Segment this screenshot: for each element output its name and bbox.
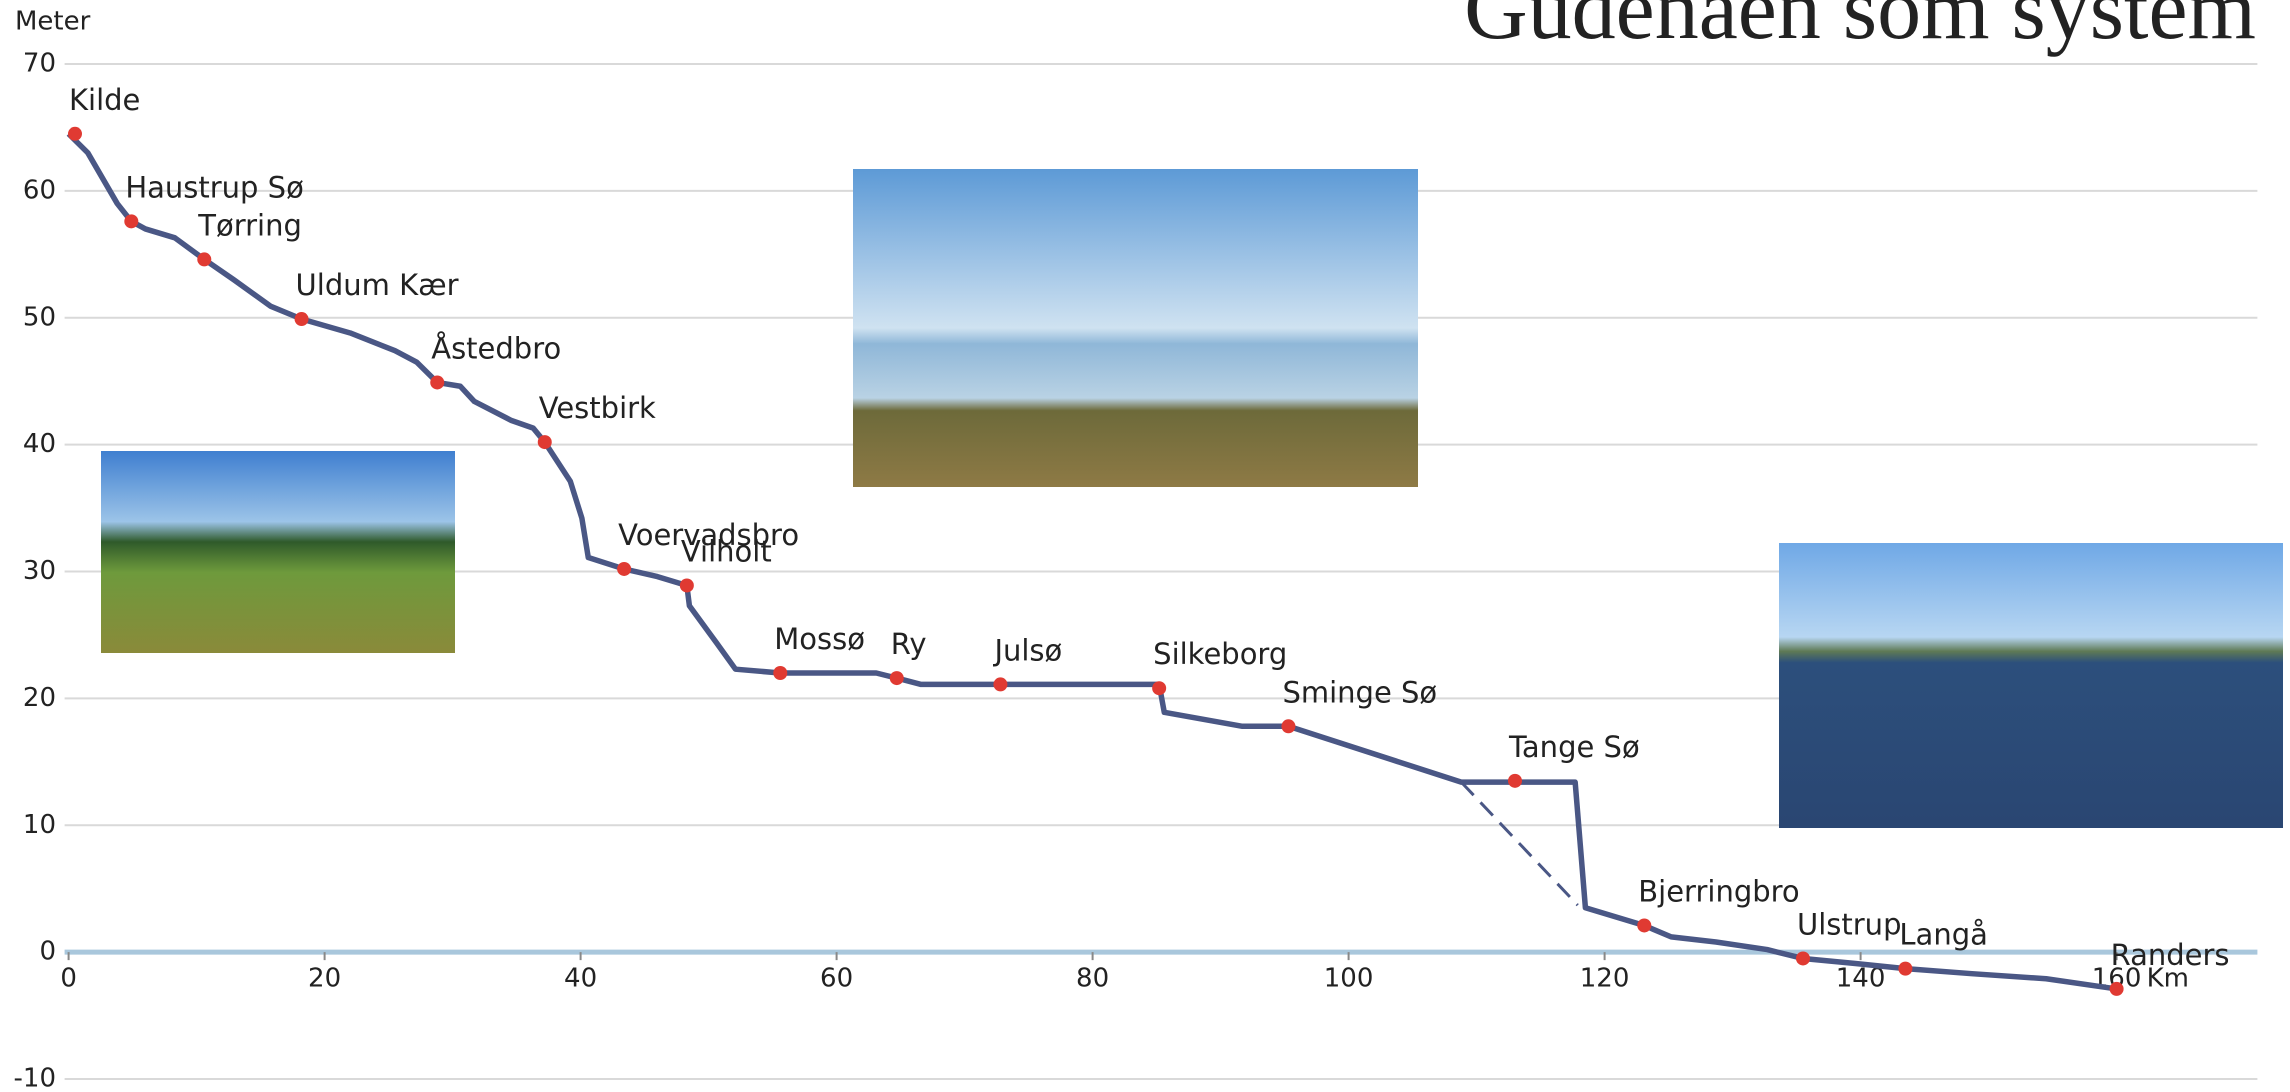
station-dot (1281, 719, 1295, 733)
station-label: Kilde (69, 83, 140, 117)
station-label: Langå (1899, 918, 1988, 952)
station-dot (680, 578, 694, 592)
station-dot (617, 562, 631, 576)
station-label: Åstedbro (431, 331, 561, 365)
photo (101, 451, 455, 653)
station-dot (1152, 681, 1166, 695)
station-label: Vestbirk (539, 391, 656, 425)
y-tick-label: 70 (23, 49, 56, 79)
station-dot (197, 252, 211, 266)
chart-title: Gudenåen som system (1464, 0, 2256, 58)
x-tick-label: 20 (308, 964, 341, 994)
station-dot (124, 214, 138, 228)
x-tick-label: 120 (1580, 964, 1630, 994)
y-tick-label: -10 (14, 1064, 56, 1092)
x-tick-label: 80 (1076, 964, 1109, 994)
station-label: Julsø (992, 633, 1062, 667)
station-label: Silkeborg (1153, 637, 1287, 671)
station-label: Haustrup Sø (125, 170, 304, 204)
y-axis-label: Meter (15, 7, 91, 37)
chart: Gudenåen som system Meter -10 0 10 20 30 40 50… (0, 0, 2290, 1092)
station-label: Bjerringbro (1638, 874, 1799, 908)
station-dot (1898, 962, 1912, 976)
station-label: Uldum Kær (296, 268, 459, 302)
station-dot (890, 671, 904, 685)
station-label: Ry (891, 627, 927, 661)
station-dot (1796, 951, 1810, 965)
x-tick-label: 60 (820, 964, 853, 994)
station-label: Randers (2111, 938, 2230, 972)
x-tick-label: 0 (60, 964, 77, 994)
y-tick-label: 0 (39, 937, 56, 967)
station-dot (993, 677, 1007, 691)
station-dot (773, 666, 787, 680)
station-dot (538, 435, 552, 449)
y-tick-label: 20 (23, 683, 56, 713)
station-dot (1508, 774, 1522, 788)
station-label: Tørring (197, 208, 302, 242)
y-tick-label: 50 (23, 302, 56, 332)
station-label: Tange Sø (1508, 730, 1640, 764)
y-tick-label: 60 (23, 175, 56, 205)
station-dot (295, 312, 309, 326)
station-label: Mossø (774, 622, 865, 656)
station-dot (2110, 982, 2124, 996)
station-label: Sminge Sø (1282, 675, 1437, 709)
y-tick-label: 30 (23, 556, 56, 586)
station-dot (68, 127, 82, 141)
station-dot (430, 375, 444, 389)
photo (853, 169, 1418, 487)
station-label: Vilholt (681, 534, 772, 568)
station-dot (1637, 918, 1651, 932)
x-tick-label: 40 (564, 964, 597, 994)
station-label: Ulstrup (1797, 907, 1901, 941)
x-tick-label: 100 (1324, 964, 1374, 994)
y-tick-label: 10 (23, 810, 56, 840)
photo (1779, 543, 2283, 828)
y-tick-label: 40 (23, 429, 56, 459)
dashed-profile (1461, 782, 1577, 905)
